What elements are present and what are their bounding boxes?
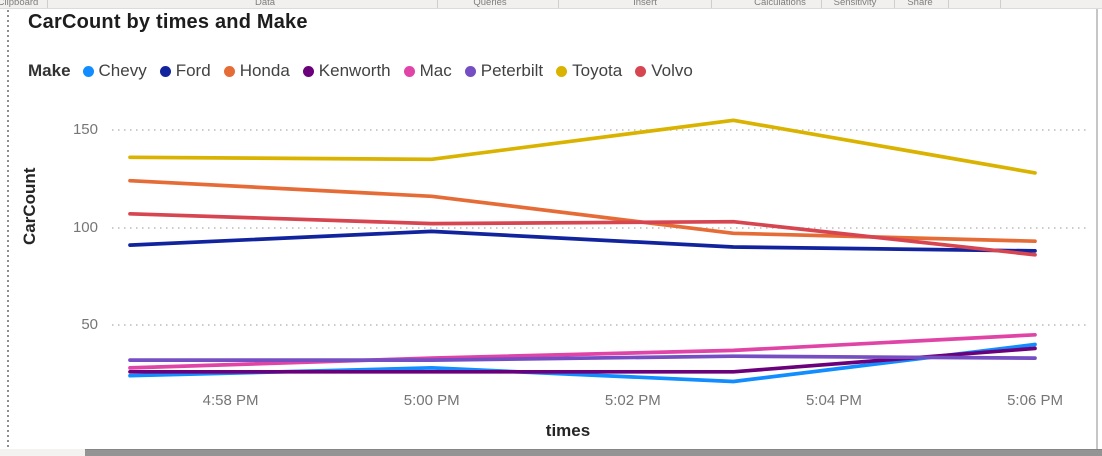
ribbon-group-label-clipboard: Clipboard (0, 0, 39, 8)
ribbon-group-divider (711, 0, 712, 8)
x-axis-title: times (545, 421, 591, 440)
ribbon-group-divider (821, 0, 822, 8)
legend-label-kenworth: Kenworth (318, 61, 391, 80)
horizontal-scrollbar-track[interactable] (0, 449, 1102, 456)
legend-swatch-kenworth (302, 65, 314, 77)
legend-item-honda[interactable]: Honda (223, 61, 290, 81)
legend-swatch-ford (159, 65, 171, 77)
ribbon-group-divider (948, 0, 949, 8)
ribbon-group-divider (1000, 0, 1001, 8)
gridline-y-50 (112, 324, 1088, 326)
ribbon-group-label-data: Data (254, 0, 276, 8)
legend-swatch-honda (223, 65, 235, 77)
x-axis-tick-5-00-pm: 5:00 PM (403, 392, 460, 409)
x-axis-tick-4-58-pm: 4:58 PM (202, 392, 259, 409)
legend-item-kenworth[interactable]: Kenworth (302, 61, 391, 81)
legend-label-chevy: Chevy (98, 61, 147, 80)
legend-swatch-peterbilt (464, 65, 476, 77)
ribbon-group-divider (894, 0, 895, 8)
legend-swatch-mac (403, 65, 415, 77)
legend-title: Make (28, 61, 71, 80)
ribbon-group-label-calculations: Calculations (754, 0, 806, 8)
series-line-peterbilt[interactable] (128, 354, 1037, 362)
chart-title: CarCount by times and Make (28, 11, 308, 33)
horizontal-scrollbar-thumb[interactable] (85, 449, 1102, 456)
legend-label-mac: Mac (419, 61, 452, 80)
legend-label-toyota: Toyota (572, 61, 623, 80)
x-axis-tick-5-06-pm: 5:06 PM (1007, 392, 1063, 409)
y-axis-title: CarCount (20, 167, 39, 245)
series-line-mac[interactable] (128, 332, 1037, 370)
x-axis-tick-5-02-pm: 5:02 PM (604, 392, 661, 409)
ribbon-strip-cutoff: Clipboard Data Queries Insert Calculations Se… (0, 0, 1102, 9)
series-line-ford[interactable] (128, 229, 1037, 253)
x-axis-tick-5-04-pm: 5:04 PM (805, 392, 862, 409)
ribbon-group-label-queries: Queries (473, 0, 507, 8)
legend-item-peterbilt[interactable]: Peterbilt (464, 61, 544, 81)
legend-label-peterbilt: Peterbilt (480, 61, 544, 80)
legend-item-ford[interactable]: Ford (159, 61, 211, 81)
legend-swatch-toyota (556, 65, 568, 77)
ribbon-group-divider (437, 0, 438, 8)
series-line-toyota[interactable] (128, 118, 1037, 175)
ribbon-group-divider (558, 0, 559, 8)
legend-swatch-volvo (635, 65, 647, 77)
legend-item-toyota[interactable]: Toyota (556, 61, 622, 81)
ribbon-group-label-share: Share (907, 0, 933, 8)
legend-item-mac[interactable]: Mac (403, 61, 452, 81)
ribbon-group-label-insert: Insert (633, 0, 657, 8)
series-line-kenworth[interactable] (128, 346, 1037, 374)
y-axis-tick-100: 100 (72, 218, 98, 236)
y-axis-tick-150: 150 (72, 121, 98, 138)
legend-swatch-chevy (82, 65, 94, 77)
legend-item-chevy[interactable]: Chevy (82, 61, 147, 81)
visual-selection-dotted-border (7, 10, 9, 448)
legend-item-volvo[interactable]: Volvo (635, 61, 693, 81)
ribbon-group-divider (47, 0, 48, 8)
ribbon-group-label-sensitivity: Sensitivity (833, 0, 877, 8)
pane-right-edge (1096, 9, 1098, 450)
legend-label-volvo: Volvo (651, 61, 693, 80)
gridline-y-100 (112, 226, 1088, 229)
chart-legend: Make Chevy Ford Honda Kenworth Mac Peterbilt T… (28, 59, 706, 83)
series-line-volvo[interactable] (128, 211, 1037, 257)
gridline-y-150 (112, 129, 1088, 131)
legend-label-ford: Ford (175, 61, 211, 80)
legend-label-honda: Honda (239, 61, 290, 80)
series-line-honda[interactable] (128, 178, 1037, 244)
y-axis-tick-50: 50 (81, 316, 98, 333)
